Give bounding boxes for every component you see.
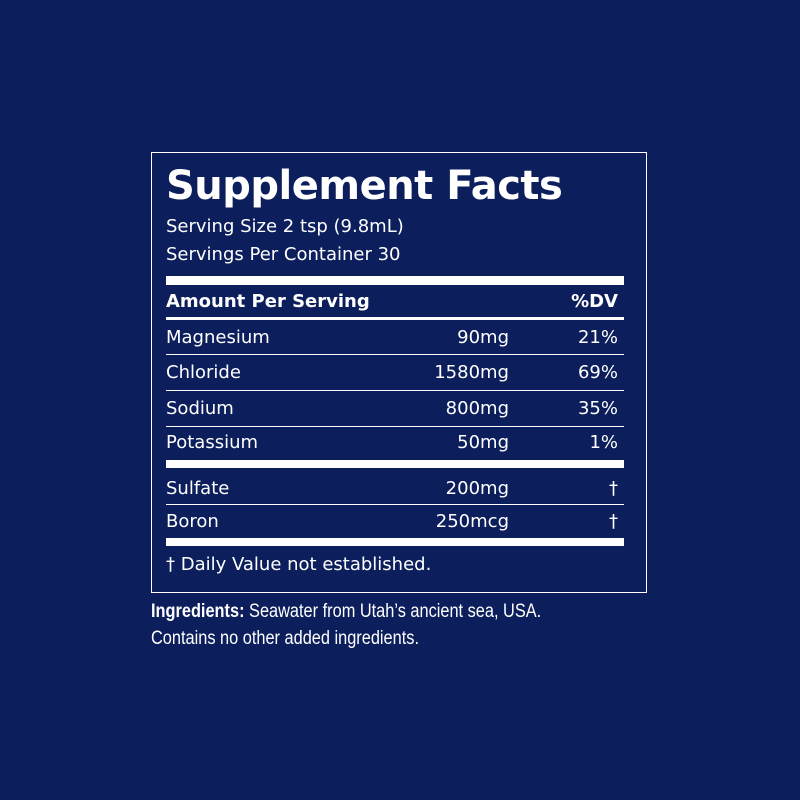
nutrient-amount: 200mg [445,478,509,499]
nutrient-row: Potassium 50mg 1% [166,425,624,459]
amount-per-serving-header: Amount Per Serving [166,291,370,312]
nutrient-amount: 90mg [457,327,509,348]
panel-title: Supplement Facts [166,163,563,209]
nutrient-row: Chloride 1580mg 69% [166,355,624,389]
ingredients-text: Seawater from Utah’s ancient sea, USA. [244,601,542,622]
nutrient-row: Boron 250mcg † [166,504,624,538]
nutrient-dv: 21% [577,327,618,348]
footnote: † Daily Value not established. [166,554,432,575]
thin-divider [166,354,624,355]
servings-per-container: Servings Per Container 30 [166,244,401,265]
nutrient-name: Sulfate [166,478,230,499]
nutrient-row: Sulfate 200mg † [166,471,624,505]
nutrient-name: Boron [166,511,219,532]
thin-divider [166,426,624,427]
thin-divider [166,504,624,505]
dv-header: %DV [571,291,618,312]
serving-size: Serving Size 2 tsp (9.8mL) [166,216,404,237]
ingredients-statement: Ingredients: Seawater from Utah’s ancien… [151,598,541,652]
nutrient-amount: 50mg [457,432,509,453]
nutrient-amount: 800mg [445,398,509,419]
header-row: Amount Per Serving %DV [166,284,624,318]
thick-divider [166,538,624,546]
nutrient-row: Magnesium 90mg 21% [166,320,624,354]
divider [166,317,624,320]
nutrient-amount: 250mcg [435,511,509,532]
nutrient-dv: 1% [589,432,618,453]
nutrient-name: Potassium [166,432,259,453]
nutrient-name: Magnesium [166,327,270,348]
nutrient-name: Chloride [166,362,241,383]
nutrient-dv: 35% [577,398,618,419]
nutrient-amount: 1580mg [434,362,509,383]
ingredients-label: Ingredients: [151,601,245,622]
supplement-facts-panel: Supplement Facts Serving Size 2 tsp (9.8… [151,152,647,593]
nutrient-dv: 69% [577,362,618,383]
thin-divider [166,390,624,391]
nutrient-name: Sodium [166,398,234,419]
ingredients-note: Contains no other added ingredients. [151,628,419,649]
nutrient-dv: † [609,478,618,499]
nutrient-dv: † [609,511,618,532]
thick-divider [166,460,624,468]
nutrient-row: Sodium 800mg 35% [166,391,624,425]
thick-divider [166,276,624,285]
